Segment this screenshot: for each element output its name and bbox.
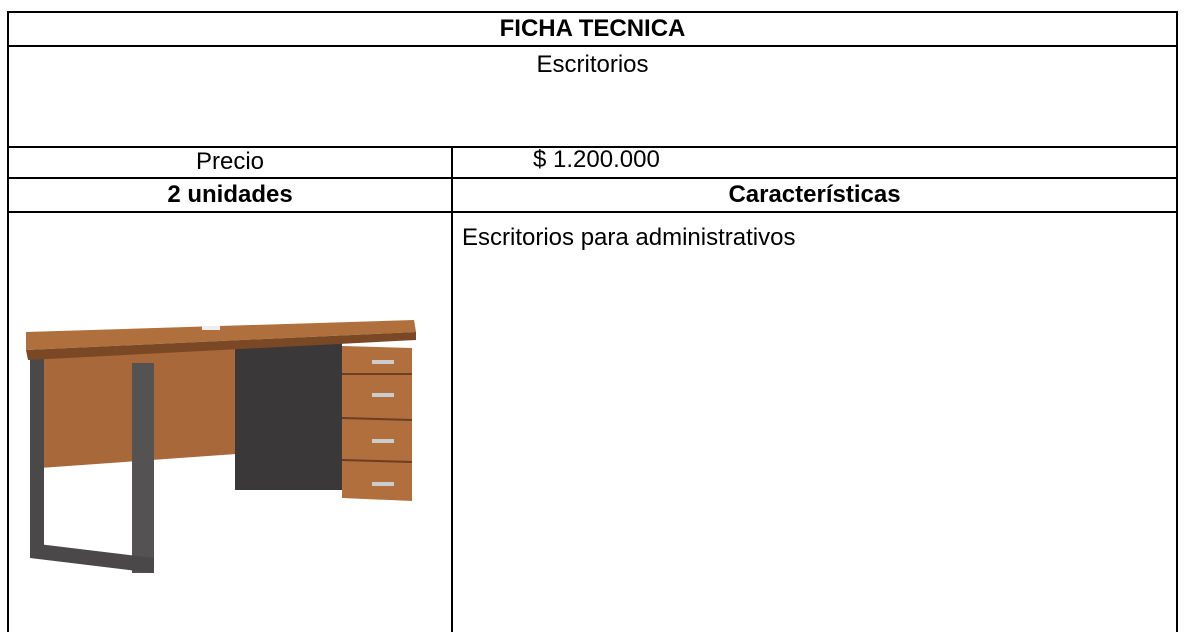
units: 2 unidades — [167, 181, 293, 208]
desk-drawers — [342, 346, 412, 501]
features: Escritorios para administrativos — [462, 224, 796, 251]
border — [7, 146, 1178, 148]
desk-leg — [30, 543, 154, 573]
desk-leg — [132, 363, 154, 573]
border — [1176, 11, 1178, 632]
subtitle: Escritorios — [536, 51, 649, 78]
border — [7, 177, 1178, 179]
border — [7, 45, 1178, 47]
desk-top — [26, 320, 416, 350]
border — [7, 11, 9, 632]
features-header: Características — [728, 181, 901, 208]
border — [7, 11, 1178, 13]
desk-leg — [30, 353, 44, 558]
desk-image — [26, 320, 416, 573]
border — [451, 146, 453, 632]
desk-cabinet — [235, 343, 342, 490]
price-label: Precio — [195, 148, 265, 175]
title: FICHA TECNICA — [499, 15, 686, 42]
border — [7, 211, 1178, 213]
price-value: $ 1.200.000 — [533, 146, 660, 173]
